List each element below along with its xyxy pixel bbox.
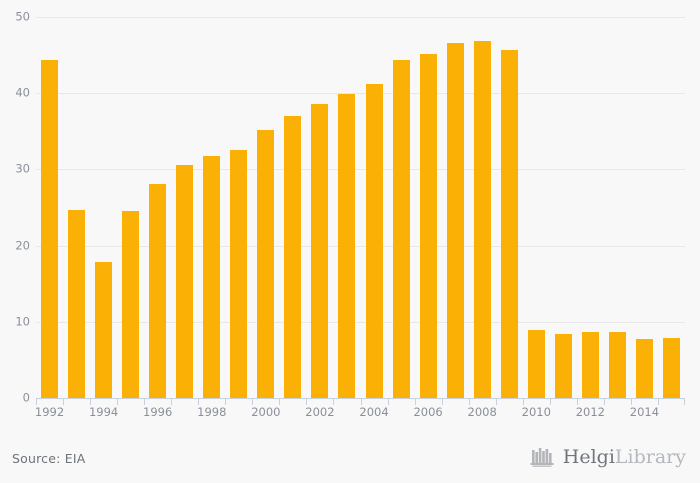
x-axis-tick xyxy=(333,398,335,405)
x-axis-tick xyxy=(603,398,605,405)
bar-2004[interactable] xyxy=(365,84,383,398)
x-tick-label-2014: 2014 xyxy=(629,405,660,419)
x-axis-tick xyxy=(306,398,308,405)
brand-wordmark: HelgiLibrary xyxy=(562,445,686,468)
x-axis-tick xyxy=(522,398,524,405)
bar-2006[interactable] xyxy=(419,53,437,398)
bar-2000[interactable] xyxy=(257,129,275,398)
bars-layer xyxy=(36,17,685,398)
x-tick-label-2012: 2012 xyxy=(575,405,605,419)
bar-2001[interactable] xyxy=(284,116,302,398)
x-axis-tick xyxy=(576,398,578,405)
x-axis-tick xyxy=(117,398,119,405)
x-tick-label-1998: 1998 xyxy=(197,405,227,419)
y-tick-label-50: 50 xyxy=(15,9,30,24)
library-building-icon xyxy=(530,448,554,467)
y-tick-label-10: 10 xyxy=(15,314,30,329)
helgi-library-logo[interactable]: HelgiLibrary xyxy=(530,446,686,468)
x-tick-label-1996: 1996 xyxy=(143,405,173,419)
bar-1992[interactable] xyxy=(41,59,59,398)
x-axis: 1992 1994 1996 1998 2000 2002 2004 2006 2008 2010… xyxy=(34,398,685,424)
bar-2007[interactable] xyxy=(446,42,464,398)
x-axis-tick xyxy=(252,398,254,405)
bar-2013[interactable] xyxy=(608,331,626,398)
x-axis-tick xyxy=(360,398,362,405)
gridline-10 xyxy=(36,321,685,323)
bar-1997[interactable] xyxy=(176,164,194,398)
chart-footer: Source: EIA HelgiLibrary xyxy=(0,440,700,483)
bar-2005[interactable] xyxy=(392,60,410,398)
x-axis-tick xyxy=(468,398,470,405)
x-tick-label-2008: 2008 xyxy=(467,405,497,419)
bar-1994[interactable] xyxy=(95,262,113,398)
x-axis-tick xyxy=(387,398,389,405)
source-label: Source: EIA xyxy=(12,451,86,466)
bar-2003[interactable] xyxy=(338,93,356,398)
bar-2008[interactable] xyxy=(473,40,491,398)
x-tick-label-2000: 2000 xyxy=(251,405,281,419)
bar-2015[interactable] xyxy=(662,337,680,398)
x-axis-tick xyxy=(225,398,227,405)
bar-2010[interactable] xyxy=(527,330,545,398)
bar-2002[interactable] xyxy=(311,103,329,398)
x-axis-tick xyxy=(414,398,416,405)
x-tick-label-2004: 2004 xyxy=(359,405,389,419)
bar-1998[interactable] xyxy=(203,155,221,398)
x-tick-label-2010: 2010 xyxy=(521,405,551,419)
x-axis-tick xyxy=(441,398,443,405)
gridline-50 xyxy=(36,17,685,18)
y-tick-label-30: 30 xyxy=(15,161,30,176)
bar-1995[interactable] xyxy=(122,210,140,398)
x-axis-tick xyxy=(36,398,37,405)
x-tick-label-1994: 1994 xyxy=(88,405,119,419)
bar-1993[interactable] xyxy=(68,209,86,398)
x-axis-tick xyxy=(495,398,497,405)
x-axis-tick xyxy=(90,398,92,405)
x-axis-tick xyxy=(144,398,146,405)
bar-2012[interactable] xyxy=(581,331,599,398)
bar-2011[interactable] xyxy=(554,334,572,398)
x-axis-tick xyxy=(279,398,281,405)
brand-name-primary: Helgi xyxy=(562,445,615,468)
bar-1999[interactable] xyxy=(230,149,248,398)
x-tick-label-2002: 2002 xyxy=(305,405,335,419)
gridline-30 xyxy=(36,169,685,171)
x-axis-tick xyxy=(657,398,659,405)
bar-1996[interactable] xyxy=(149,183,167,398)
brand-name-secondary: Library xyxy=(614,445,686,468)
x-axis-tick xyxy=(171,398,173,405)
x-tick-label-1992: 1992 xyxy=(34,405,65,419)
bar-2014[interactable] xyxy=(635,338,653,398)
gridline-20 xyxy=(36,245,685,247)
x-axis-tick xyxy=(684,398,685,405)
x-axis-tick xyxy=(630,398,632,405)
y-axis: 0 10 20 30 40 50 xyxy=(0,11,30,403)
gridline-40 xyxy=(36,93,685,95)
bar-2009[interactable] xyxy=(500,49,518,398)
plot-area xyxy=(36,17,685,399)
x-axis-tick xyxy=(549,398,551,405)
x-axis-tick xyxy=(63,398,65,405)
x-axis-tick xyxy=(198,398,200,405)
y-tick-label-40: 40 xyxy=(15,85,30,100)
y-tick-label-20: 20 xyxy=(15,237,30,252)
x-tick-label-2006: 2006 xyxy=(413,405,443,419)
y-tick-label-0: 0 xyxy=(22,390,30,405)
